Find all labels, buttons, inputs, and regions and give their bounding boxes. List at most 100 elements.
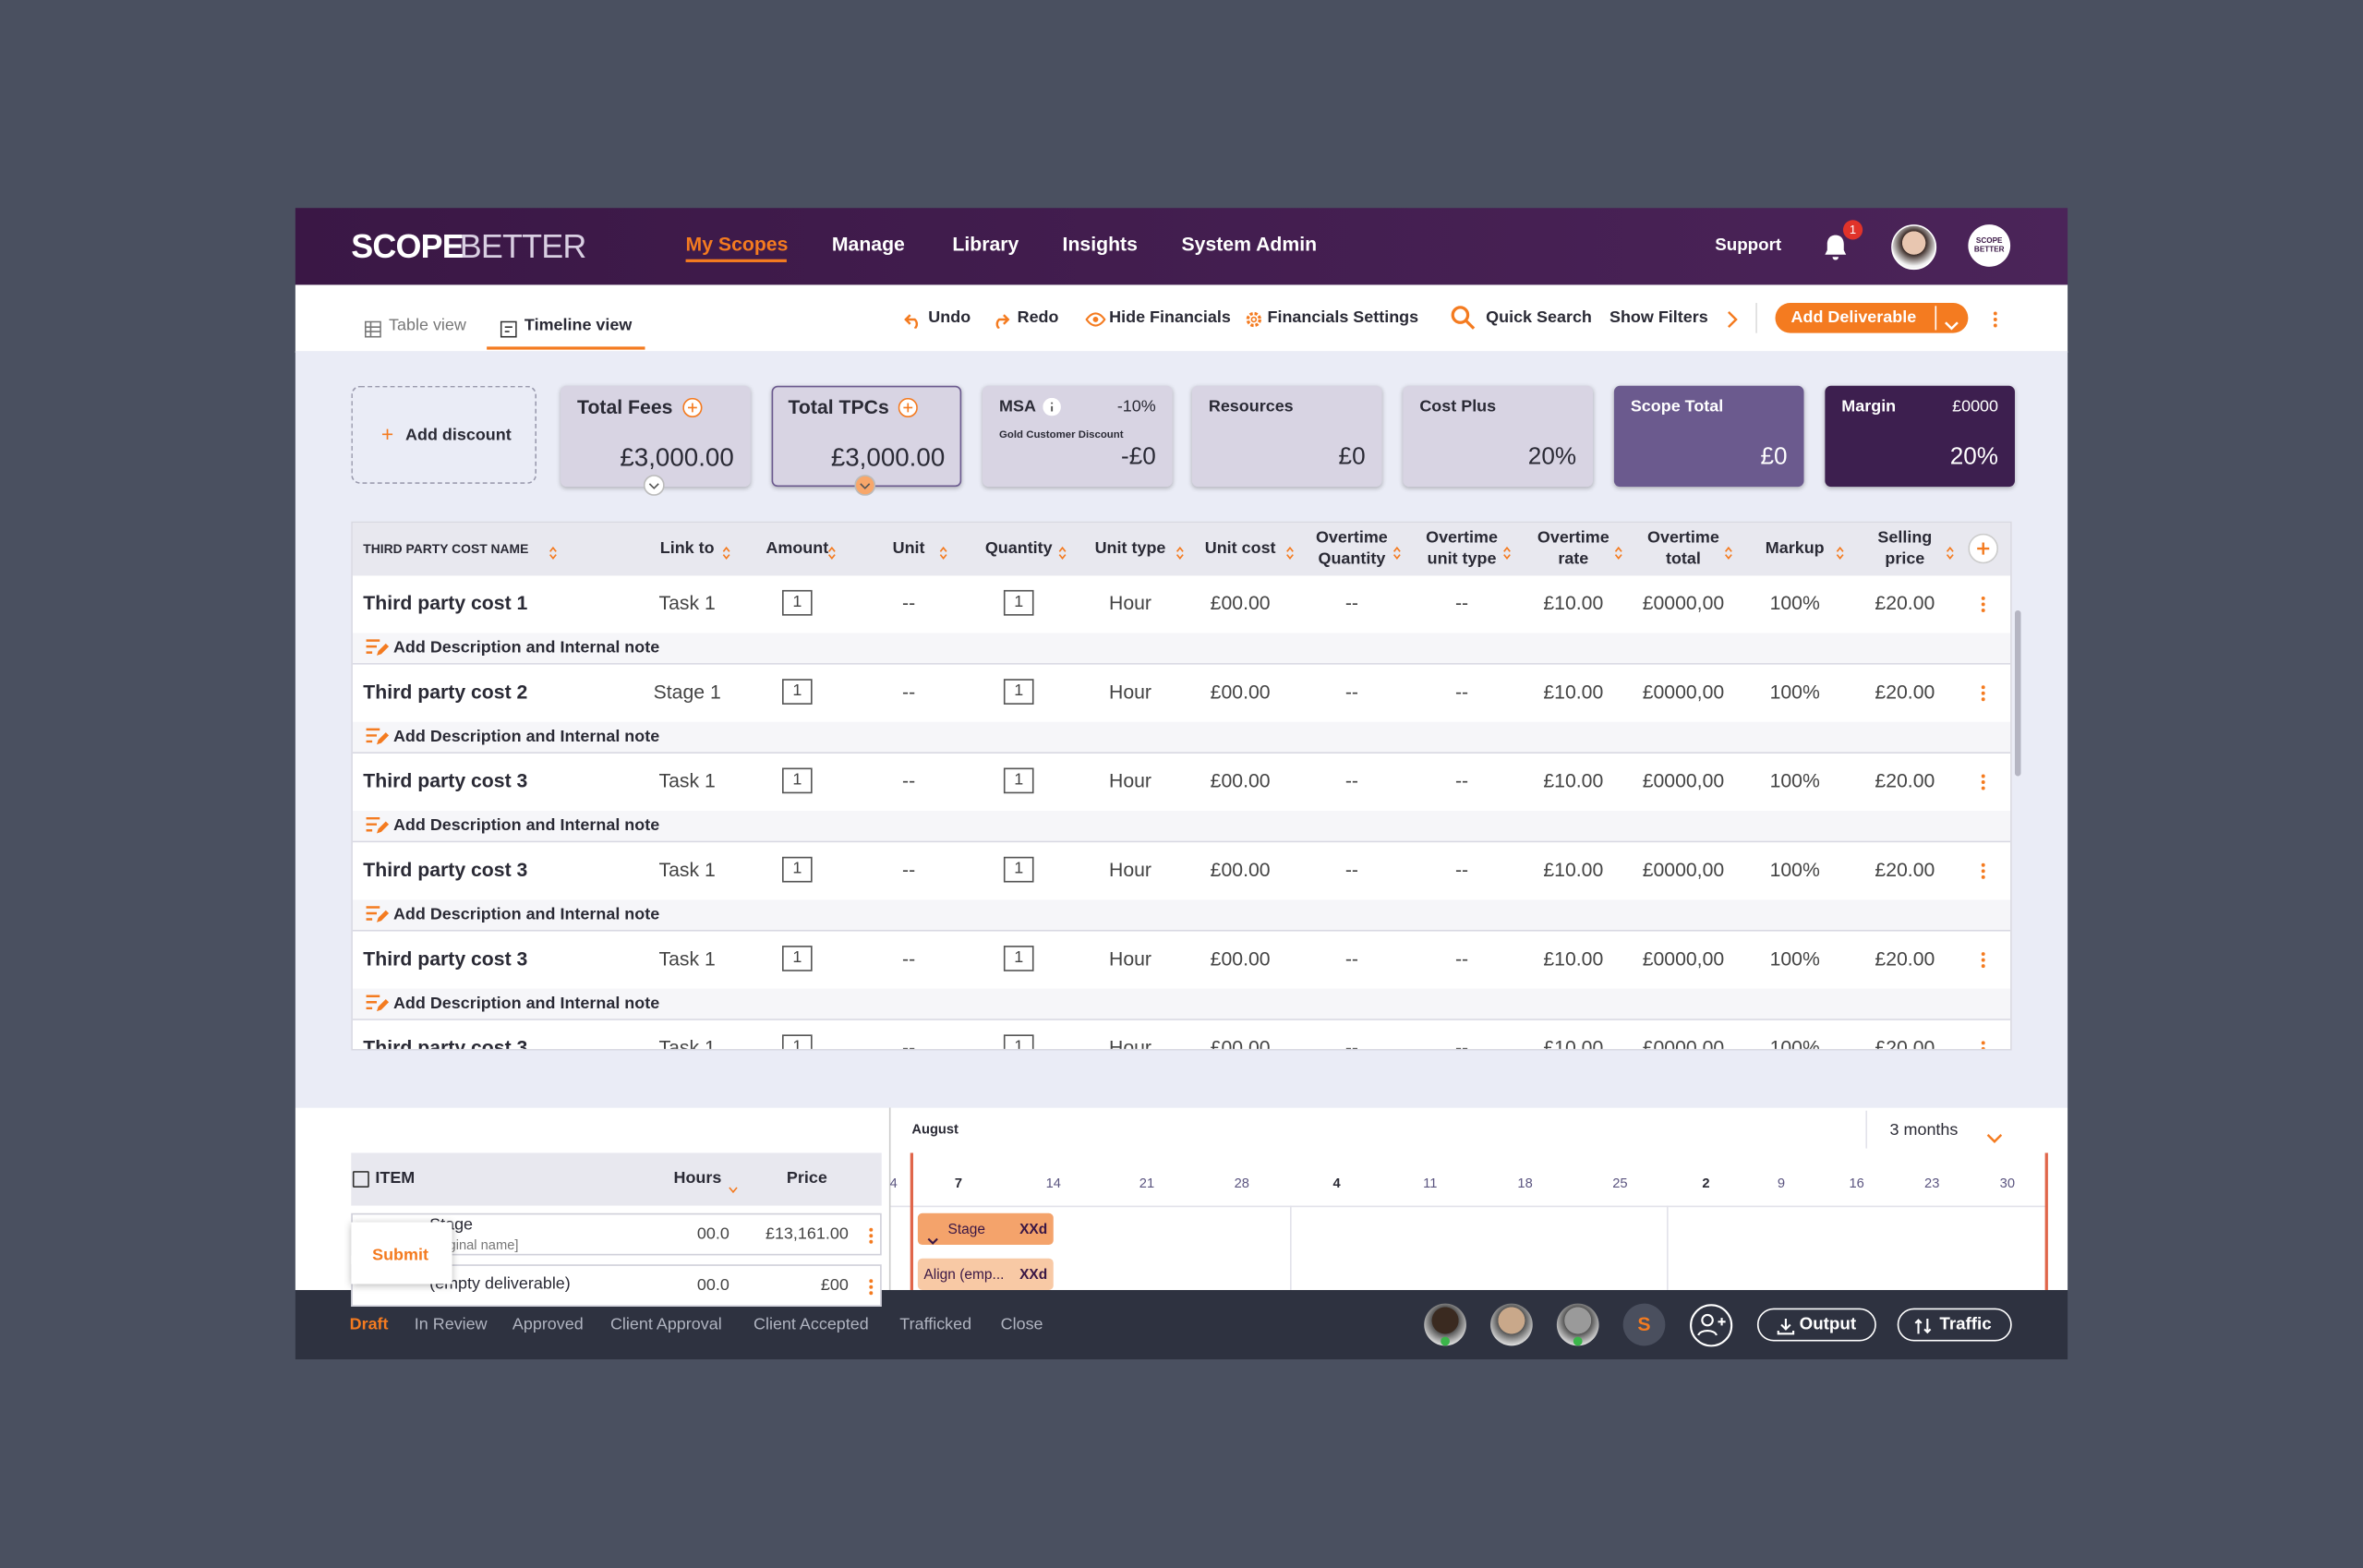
toolbar-button[interactable]: Hide Financials — [1109, 308, 1231, 328]
cell-value: Hour — [1108, 680, 1152, 704]
column-header[interactable]: Unit — [892, 539, 925, 558]
number-input[interactable]: 1 — [1003, 767, 1034, 794]
column-header[interactable]: Overtime unit type — [1426, 528, 1498, 569]
range-label[interactable]: 3 months — [1889, 1121, 1959, 1140]
gear-icon — [1245, 309, 1263, 328]
row-kebab[interactable] — [1980, 594, 1986, 612]
footer-button[interactable] — [1756, 1308, 1876, 1342]
note-link[interactable]: Add Description and Internal note — [392, 816, 660, 836]
number-input[interactable]: 1 — [1003, 679, 1034, 705]
cell-value: £10.00 — [1543, 591, 1604, 615]
gantt-row-line — [890, 1205, 2047, 1208]
footer-button-label[interactable]: Output — [1799, 1315, 1857, 1334]
nav-item[interactable]: Library — [952, 233, 1019, 256]
sort-icon — [1724, 541, 1733, 560]
user-avatar[interactable] — [1891, 224, 1937, 271]
toolbar-button[interactable]: Show Filters — [1609, 308, 1708, 328]
card-value: -£0 — [1121, 444, 1156, 471]
column-header[interactable]: Link to — [659, 539, 715, 558]
support-link[interactable]: Support — [1715, 236, 1782, 255]
add-discount-card[interactable] — [351, 385, 536, 484]
number-input[interactable]: 1 — [1003, 946, 1034, 971]
column-header[interactable]: Overtime rate — [1537, 528, 1609, 569]
toolbar-button[interactable]: Quick Search — [1486, 308, 1592, 328]
cost-name: Third party cost 2 — [363, 680, 528, 704]
bell-icon — [1820, 232, 1851, 262]
row-kebab[interactable] — [1980, 682, 1986, 702]
dropdown-icon — [1944, 312, 1959, 331]
column-header[interactable]: Selling price — [1877, 528, 1933, 569]
summary-card — [1613, 385, 1804, 488]
view-tab[interactable]: Table view — [389, 316, 466, 335]
number-input[interactable]: 1 — [782, 589, 813, 616]
number-input[interactable]: 1 — [1003, 589, 1034, 616]
day-label: 4 — [889, 1175, 898, 1191]
status-step[interactable]: Client Accepted — [754, 1315, 869, 1334]
status-step[interactable]: In Review — [414, 1315, 488, 1334]
cell-value: -- — [1454, 858, 1469, 881]
submit-button[interactable]: Submit — [372, 1246, 428, 1265]
timeline-column-header: Hours — [673, 1169, 722, 1188]
cell-value: Hour — [1108, 769, 1152, 792]
nav-item[interactable]: Manage — [831, 233, 905, 256]
column-header[interactable]: Quantity — [984, 539, 1053, 558]
footer-button-label[interactable]: Traffic — [1939, 1315, 1992, 1334]
status-step[interactable]: Client Approval — [609, 1315, 722, 1334]
nav-item[interactable]: My Scopes — [685, 233, 789, 256]
toolbar-button[interactable]: Redo — [1017, 308, 1059, 328]
nav-item[interactable]: System Admin — [1181, 233, 1318, 256]
row-kebab[interactable] — [1980, 861, 1986, 879]
column-header[interactable]: Unit type — [1094, 539, 1166, 558]
column-header[interactable]: Unit cost — [1204, 539, 1276, 558]
note-link[interactable]: Add Description and Internal note — [392, 728, 660, 746]
status-step[interactable]: Approved — [512, 1315, 584, 1334]
number-input[interactable]: 1 — [782, 679, 813, 705]
note-link[interactable]: Add Description and Internal note — [392, 638, 660, 657]
status-step[interactable]: Close — [1000, 1315, 1043, 1334]
gantt-bar[interactable] — [917, 1258, 1054, 1290]
add-discount-icon: + — [380, 421, 394, 447]
footer-button[interactable] — [1897, 1308, 2012, 1342]
toolbar-button[interactable]: Financials Settings — [1267, 308, 1419, 328]
cell-value: £20.00 — [1875, 947, 1935, 971]
row-kebab[interactable] — [1980, 949, 1986, 969]
cell-value: £00.00 — [1210, 1036, 1271, 1049]
number-input[interactable]: 1 — [782, 856, 813, 883]
redo-icon — [992, 309, 1010, 330]
nav-item[interactable]: Insights — [1062, 233, 1138, 256]
row-kebab[interactable] — [1980, 1038, 1986, 1049]
sort-icon — [939, 541, 948, 560]
summary-card — [983, 385, 1173, 488]
number-input[interactable]: 1 — [1003, 1034, 1034, 1049]
today-line — [910, 1152, 913, 1290]
cell-value: £20.00 — [1875, 769, 1935, 792]
add-deliverable-label[interactable]: Add Deliverable — [1790, 308, 1917, 328]
row-kebab[interactable] — [1980, 772, 1986, 790]
cell-value: Task 1 — [658, 858, 716, 881]
summary-card — [1191, 385, 1382, 488]
range-select[interactable] — [1865, 1110, 2020, 1149]
note-link[interactable]: Add Description and Internal note — [392, 995, 660, 1013]
number-input[interactable]: 1 — [782, 767, 813, 794]
column-header[interactable]: Overtime Quantity — [1315, 528, 1388, 569]
view-tab[interactable]: Timeline view — [524, 316, 633, 335]
gantt-bar[interactable] — [917, 1212, 1054, 1246]
status-step[interactable]: Trafficked — [899, 1315, 972, 1334]
column-header[interactable]: Markup — [1765, 539, 1825, 558]
add-discount-label[interactable]: Add discount — [405, 426, 512, 445]
number-input[interactable]: 1 — [1003, 856, 1034, 883]
status-step[interactable]: Draft — [349, 1315, 389, 1334]
cell-value: -- — [1454, 947, 1469, 971]
undo-icon — [904, 309, 922, 330]
checkbox[interactable] — [352, 1171, 369, 1188]
cell-value: -- — [902, 680, 916, 704]
timeline-header — [351, 1152, 882, 1206]
cell-value: Task 1 — [658, 769, 716, 792]
column-header[interactable]: Amount — [766, 539, 829, 558]
number-input[interactable]: 1 — [782, 946, 813, 971]
note-link[interactable]: Add Description and Internal note — [392, 905, 660, 924]
toolbar-button[interactable]: Undo — [928, 308, 971, 328]
column-header[interactable]: Overtime total — [1647, 528, 1719, 569]
cell-value: 100% — [1769, 769, 1820, 792]
number-input[interactable]: 1 — [782, 1034, 813, 1049]
